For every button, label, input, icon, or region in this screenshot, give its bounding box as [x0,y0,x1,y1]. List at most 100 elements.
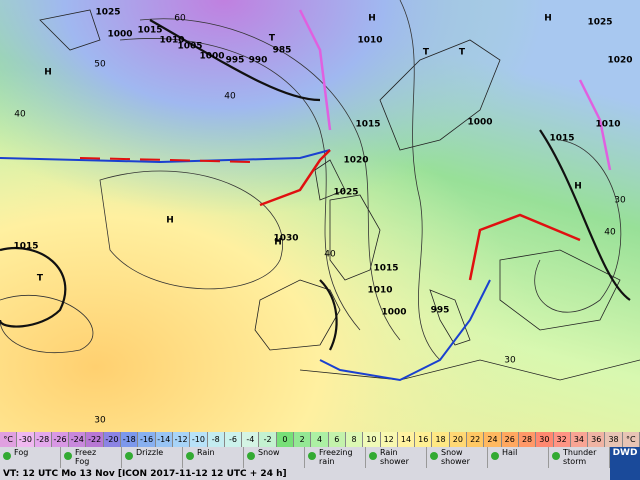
scale-cell: -26 [51,432,70,447]
scale-cell: -18 [121,432,139,447]
scale-cell: 16 [415,432,433,447]
occlusion [298,9,332,131]
grid-label: 50 [94,60,106,70]
isobar-label: 1000 [467,118,492,128]
scale-cell: -20 [103,432,122,447]
scale-cell: 0 [276,432,295,447]
isobar-label: 985 [273,46,292,56]
strong-isobars [0,19,631,351]
isobar-label: 1030 [273,234,298,244]
warm-front [468,213,581,281]
pressure-center: T [459,48,466,58]
scale-cell: 22 [467,432,485,447]
isobar-label: 1015 [373,264,398,274]
legend-item: Hail [488,447,549,468]
legend-item: Drizzle [122,447,183,468]
legend-item: Freez Fog [61,447,122,468]
scale-cell: 10 [363,432,381,447]
isobars [0,0,622,361]
isobar-label: 1010 [595,120,620,130]
isobar-label: 1000 [199,52,224,62]
isobar-label: 1015 [137,26,162,36]
grid-label: 40 [224,92,236,102]
scale-cell: 20 [449,432,468,447]
scale-cell: 8 [345,432,364,447]
legend-item: Snow [244,447,305,468]
grid-label: 30 [504,356,516,366]
scale-unit: °C [0,432,18,447]
legend-item: Snow shower [427,447,488,468]
legend-item: Rain shower [366,447,427,468]
symbol-legend: Fog Freez Fog Drizzle Rain Snow Freezing rain… [0,447,610,468]
pressure-center: H [544,14,552,24]
scale-cell: -6 [224,432,243,447]
grid-label: 30 [94,416,106,426]
cold-front [319,279,491,382]
color-scale: °C -30 -28 -26 -24 -22 -20 -18 -16 -14 -12 -10 -8 -6-… [0,432,640,447]
grid-label: 40 [324,250,336,260]
coastlines [39,9,640,381]
isobar-label: 1025 [333,188,358,198]
scale-cell: 18 [432,432,450,447]
pressure-center: T [423,48,430,58]
grid-label: 60 [174,14,186,24]
pressure-center: H [44,68,52,78]
scale-cell: -16 [138,432,156,447]
footer: VT: 12 UTC Mo 13 Nov [ICON 2017-11-12 12… [0,468,610,480]
scale-cell: -28 [34,432,52,447]
scale-cell: -2 [259,432,277,447]
isobar-label: 1005 [177,42,202,52]
scale-cell: 2 [294,432,312,447]
scale-cell: 24 [484,432,502,447]
isobar-label: 1025 [95,8,120,18]
scale-cell: -22 [86,432,104,447]
scale-cell: -30 [17,432,35,447]
scale-cell: 12 [380,432,398,447]
cold-front [0,149,331,164]
scale-cell: 36 [588,432,606,447]
isobar-label: 1020 [343,156,368,166]
occluded-front [79,157,251,163]
scale-cell: 26 [501,432,519,447]
scale-cell: -14 [155,432,173,447]
scale-cell: 4 [311,432,329,447]
scale-cell: -4 [242,432,260,447]
scale-cell: 34 [570,432,589,447]
isobar-label: 1025 [587,18,612,28]
pressure-center: T [37,274,44,284]
isobar-label: 1010 [367,286,392,296]
isobar-label: 1010 [357,36,382,46]
pressure-center: H [574,182,582,192]
isobar-label: 1000 [381,308,406,318]
logo: DWD [610,447,640,480]
legend-item: Freezing rain [305,447,366,468]
scale-cell: 32 [553,432,571,447]
scale-cell: -12 [172,432,191,447]
pressure-center: H [368,14,376,24]
scale-cell: -24 [69,432,87,447]
scale-cell: -8 [207,432,225,447]
scale-cell: 30 [536,432,554,447]
legend-item: Thunder storm [549,447,610,468]
scale-cell: 6 [328,432,346,447]
scale-cell: 28 [518,432,537,447]
isobar-label: 990 [249,56,268,66]
legend-item: Fog [0,447,61,468]
grid-label: 40 [14,110,26,120]
pressure-center: T [269,34,276,44]
grid-label: 40 [604,228,616,238]
isobar-label: 1010 [159,36,184,46]
isobar-label: 1015 [355,120,380,130]
pressure-center: H [274,238,282,248]
isobar-label: 1015 [13,242,38,252]
isobar-label: 1020 [607,56,632,66]
occlusion [578,79,612,171]
scale-cell: 14 [397,432,416,447]
isobar-label: 995 [431,306,450,316]
legend-item: Rain [183,447,244,468]
isobar-label: 995 [226,56,245,66]
isobar-label: 1000 [107,30,132,40]
warm-front [259,149,331,207]
